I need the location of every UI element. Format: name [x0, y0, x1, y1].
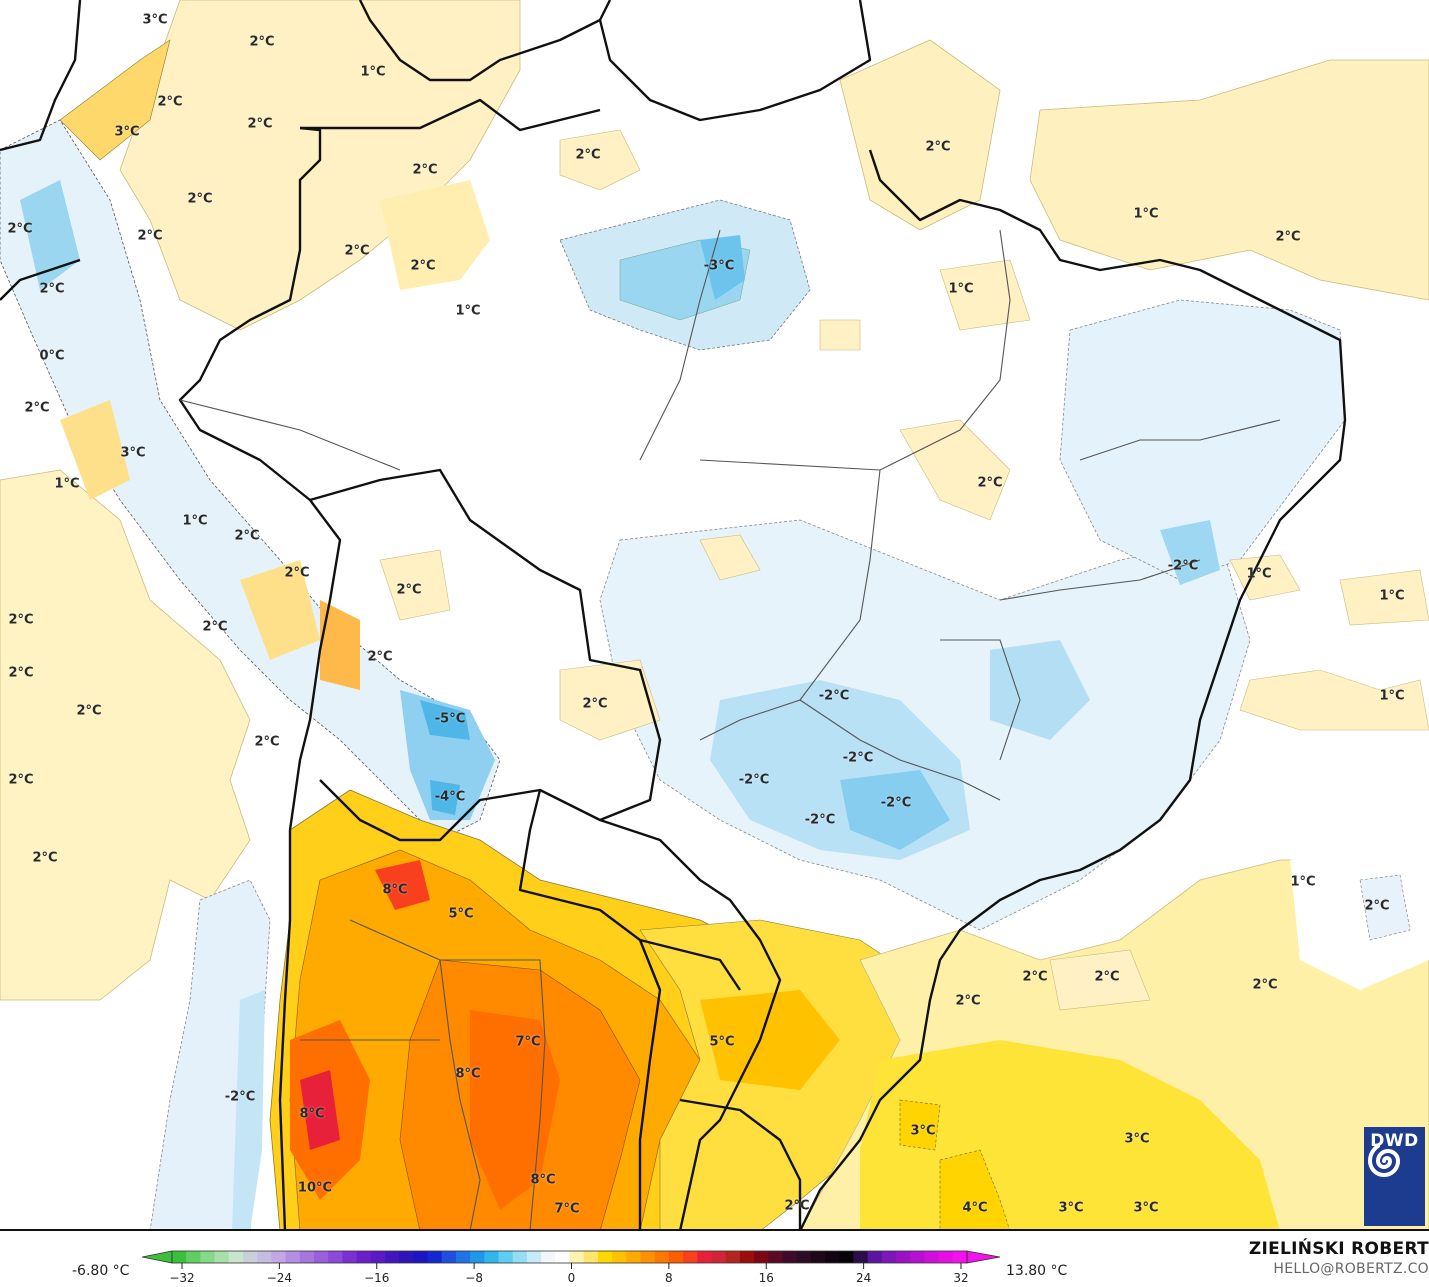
contour-label: -2°C — [738, 772, 770, 788]
spiral-icon — [1367, 1144, 1401, 1177]
colorbar-tick-label: 32 — [953, 1271, 969, 1285]
author-credit: ZIELIŃSKI ROBERT — [1248, 1239, 1429, 1259]
map-canvas — [0, 0, 1429, 1231]
contour-label: 2°C — [1252, 977, 1278, 993]
contour-label: 8°C — [455, 1066, 481, 1082]
colorbar-tick-label: 16 — [758, 1271, 774, 1285]
contour-label: 8°C — [299, 1106, 325, 1122]
contour-label: 7°C — [515, 1034, 541, 1050]
contour-label: 2°C — [410, 258, 436, 274]
contour-label: 1°C — [1290, 874, 1316, 890]
colorbar-tick-label: −8 — [465, 1271, 483, 1285]
contour-label: 4°C — [962, 1200, 988, 1216]
colorbar-tick-label: −24 — [266, 1271, 293, 1285]
max-value-label: 13.80 °C — [1006, 1263, 1068, 1279]
contour-label: 2°C — [1275, 229, 1301, 245]
contour-label: 2°C — [344, 243, 370, 259]
contour-label: 5°C — [709, 1034, 735, 1050]
contour-label: 2°C — [76, 703, 102, 719]
contour-label: -4°C — [434, 789, 466, 805]
contour-label: -2°C — [224, 1089, 256, 1105]
contour-label: 2°C — [784, 1198, 810, 1214]
contour-label: 1°C — [948, 281, 974, 297]
colorbar-tick-label: 24 — [855, 1271, 872, 1285]
colorbar — [142, 1250, 1001, 1269]
contour-label: 0°C — [39, 348, 65, 364]
contour-label: -5°C — [434, 711, 466, 727]
contour-label: 2°C — [39, 281, 65, 297]
contour-label: 2°C — [247, 116, 273, 132]
contour-label: 1°C — [1379, 588, 1405, 604]
contour-label: 2°C — [32, 850, 58, 866]
contour-label: 2°C — [249, 34, 275, 50]
contour-label: 3°C — [1133, 1200, 1159, 1216]
colorbar-tick-label: −16 — [364, 1271, 390, 1285]
contour-label: 3°C — [120, 445, 146, 461]
contour-label: 2°C — [284, 565, 310, 581]
contour-label: 2°C — [234, 528, 260, 544]
contour-label: 2°C — [202, 619, 228, 635]
contour-label: 2°C — [1094, 969, 1120, 985]
contour-label: 5°C — [448, 906, 474, 922]
contour-label: 1°C — [182, 513, 208, 529]
contour-label: 1°C — [360, 64, 386, 80]
contour-label: 1°C — [54, 476, 80, 492]
contour-label: 3°C — [910, 1123, 936, 1139]
contour-label: 8°C — [382, 882, 408, 898]
contour-label: 2°C — [157, 94, 183, 110]
contour-label: 1°C — [455, 303, 481, 319]
contour-label: 2°C — [977, 475, 1003, 491]
contour-label: 2°C — [7, 221, 33, 237]
contour-label: 2°C — [367, 649, 393, 665]
dwd-logo-text: DWD — [1370, 1131, 1419, 1151]
contour-label: -2°C — [818, 688, 850, 704]
contour-label: 7°C — [554, 1201, 580, 1217]
contour-label: 2°C — [8, 772, 34, 788]
contour-label: 2°C — [955, 993, 981, 1009]
contour-label: 2°C — [137, 228, 163, 244]
contour-label: 2°C — [24, 400, 50, 416]
contour-label: 2°C — [575, 147, 601, 163]
contour-label: 2°C — [8, 612, 34, 628]
dwd-logo: DWD — [1364, 1127, 1425, 1226]
contour-label: 2°C — [925, 139, 951, 155]
contour-label: -2°C — [842, 750, 874, 766]
colorbar-tick-label: 0 — [567, 1271, 576, 1285]
colorbar-tick-label: −32 — [169, 1271, 195, 1285]
temperature-anomaly-map[interactable]: 3°C 2°C 1°C 2°C 3°C 2°C 2°C 2°C 2°C 2°C 2°C 2°C 2°C 1… — [0, 0, 1429, 1231]
contour-label: 2°C — [254, 734, 280, 750]
contour-label: 3°C — [142, 12, 168, 28]
contour-label: 8°C — [530, 1172, 556, 1188]
contour-label: 2°C — [1022, 969, 1048, 985]
contour-label: 3°C — [114, 124, 140, 140]
contour-label: -2°C — [804, 812, 836, 828]
colorbar-legend: -6.80 °C −32 −24 −16 −8 0 8 16 24 32 13.80 °C ZI… — [0, 1231, 1429, 1287]
contour-label: -2°C — [880, 795, 912, 811]
contour-label: 1°C — [1246, 566, 1272, 582]
colorbar-tick-label: 8 — [665, 1271, 673, 1285]
contour-label: 2°C — [187, 191, 213, 207]
contour-label: 2°C — [396, 582, 422, 598]
min-value-label: -6.80 °C — [72, 1263, 130, 1279]
contour-label: 1°C — [1379, 688, 1405, 704]
contour-label: -3°C — [703, 258, 735, 274]
contour-label: 2°C — [1364, 898, 1390, 914]
contact-email[interactable]: HELLO@ROBERTZ.CO — [1273, 1261, 1429, 1277]
contour-label: -2°C — [1167, 558, 1199, 574]
contour-label: 2°C — [8, 665, 34, 681]
contour-label: 2°C — [582, 696, 608, 712]
contour-label: 10°C — [297, 1180, 333, 1196]
contour-label: 3°C — [1058, 1200, 1084, 1216]
contour-label: 3°C — [1124, 1131, 1150, 1147]
contour-label: 1°C — [1133, 206, 1159, 222]
contour-label: 2°C — [412, 162, 438, 178]
